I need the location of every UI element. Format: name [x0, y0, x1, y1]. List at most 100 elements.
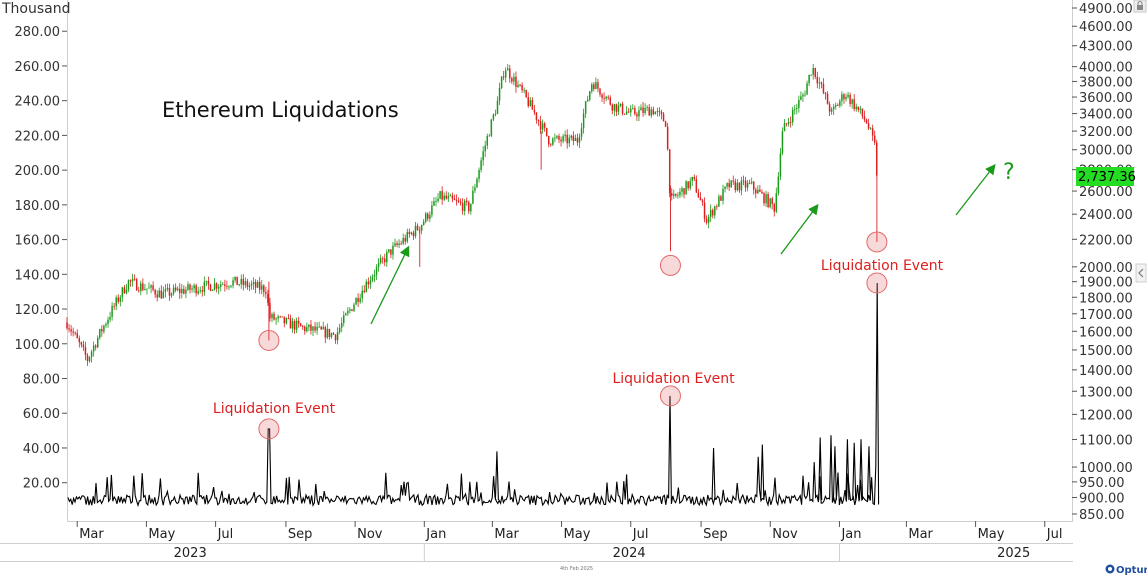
- price-candle-body: [324, 327, 327, 338]
- x-axis-month-label: Jan: [840, 527, 861, 542]
- lock-icon[interactable]: [1133, 0, 1147, 13]
- right-axis-tick-label: 1400.00: [1079, 364, 1133, 379]
- price-candle-body: [209, 284, 212, 291]
- price-candle-body: [746, 182, 749, 188]
- price-candle-body: [369, 280, 372, 285]
- price-candle-body: [677, 195, 679, 197]
- price-candle-body: [343, 315, 345, 323]
- right-axis-tick-label: 1200.00: [1079, 408, 1133, 423]
- price-candle-body: [599, 88, 601, 95]
- price-event-circle: [258, 329, 280, 351]
- price-candle-body: [734, 181, 737, 191]
- x-axis-month-label: Jul: [632, 527, 649, 542]
- left-axis-tick-label: 200.00: [15, 164, 61, 179]
- price-candle-body: [736, 182, 739, 191]
- price-candle-body: [394, 243, 396, 246]
- right-axis-tick-label: 1000.00: [1079, 461, 1133, 476]
- price-candle-body: [410, 232, 413, 234]
- price-candle-body: [131, 278, 134, 282]
- price-candle-body: [777, 176, 780, 194]
- price-candle-body: [92, 345, 95, 352]
- price-candle-body: [798, 99, 800, 108]
- price-candle-body: [70, 329, 72, 332]
- price-candle-body: [535, 112, 538, 121]
- price-candle-body: [135, 279, 138, 291]
- price-candle-body: [638, 110, 640, 117]
- price-candle-body: [689, 180, 691, 189]
- left-axis-tick-label: 120.00: [15, 303, 61, 318]
- price-candle-body: [822, 83, 825, 93]
- left-axis-tick-label: 20.00: [23, 477, 60, 492]
- price-candle-body: [271, 313, 273, 319]
- panel-collapse-handle[interactable]: [1135, 263, 1147, 283]
- price-candle-body: [691, 176, 693, 181]
- price-candle-body: [189, 284, 191, 290]
- x-axis-month-label: May: [564, 527, 591, 542]
- price-candle-body: [533, 109, 536, 113]
- price-candle-body: [433, 201, 435, 206]
- price-candle-body: [623, 113, 626, 115]
- price-candle-body: [644, 108, 646, 113]
- price-candle-body: [685, 181, 687, 195]
- price-candle-body: [148, 287, 150, 289]
- price-candle-body: [429, 214, 431, 219]
- price-candle-body: [408, 231, 411, 234]
- price-candle-body: [498, 88, 501, 101]
- price-candle-body: [486, 135, 488, 146]
- x-axis-month-label: Nov: [357, 527, 383, 542]
- price-candle-body: [236, 276, 238, 286]
- right-axis-tick-label: 4300.00: [1079, 40, 1133, 55]
- price-candle-body: [72, 331, 74, 333]
- price-candle-body: [328, 328, 331, 338]
- liquidation-series: [67, 282, 880, 508]
- price-candle-body: [722, 188, 724, 201]
- left-axis-unit: Thousand: [1, 1, 71, 17]
- price-candle-body: [359, 298, 361, 303]
- price-candle-body: [76, 333, 78, 339]
- price-candle-body: [238, 284, 240, 286]
- price-candle-body: [461, 203, 464, 211]
- price-candle-body: [636, 114, 638, 117]
- price-candle-body: [468, 202, 470, 212]
- price-candle-body: [222, 284, 224, 286]
- price-candle-body: [652, 109, 655, 115]
- price-candle-body: [576, 138, 579, 143]
- price-candle-body: [347, 310, 349, 314]
- price-candle-body: [720, 196, 722, 201]
- left-axis-tick-label: 180.00: [15, 199, 61, 214]
- price-candle-body: [521, 84, 523, 91]
- price-candle-body: [812, 68, 814, 75]
- price-candle-body: [552, 138, 554, 145]
- price-candle-body: [99, 329, 101, 338]
- price-candle-body: [507, 68, 509, 71]
- price-candle-body: [416, 225, 419, 231]
- price-candle-body: [666, 126, 669, 150]
- price-candle-body: [673, 193, 675, 196]
- price-candle-body: [199, 290, 201, 292]
- price-candle-body: [873, 135, 876, 143]
- price-candle-body: [201, 290, 204, 292]
- price-candle-body: [783, 123, 786, 132]
- left-axis-tick-label: 40.00: [23, 442, 60, 457]
- svg-text:2,737.36: 2,737.36: [1078, 170, 1136, 185]
- price-candle-body: [211, 289, 214, 291]
- price-candle-body: [627, 111, 630, 113]
- price-candle-body: [445, 195, 447, 199]
- price-candle-body: [742, 180, 745, 182]
- price-candle-body: [160, 290, 163, 299]
- price-candle-body: [316, 326, 318, 331]
- price-candle-body: [232, 280, 234, 286]
- price-candle-body: [515, 76, 517, 87]
- price-candle-body: [574, 138, 577, 141]
- price-candle-body: [570, 135, 573, 138]
- price-candle-body: [457, 200, 460, 202]
- price-candle-body: [820, 82, 823, 84]
- price-candle-body: [560, 139, 562, 142]
- price-candle-body: [142, 283, 144, 290]
- price-candle-body: [718, 196, 720, 207]
- right-axis-tick-label: 1700.00: [1079, 308, 1133, 323]
- price-candle-body: [806, 83, 808, 95]
- price-candle-body: [578, 136, 581, 143]
- price-candle-body: [240, 278, 242, 285]
- price-candle-body: [537, 120, 540, 122]
